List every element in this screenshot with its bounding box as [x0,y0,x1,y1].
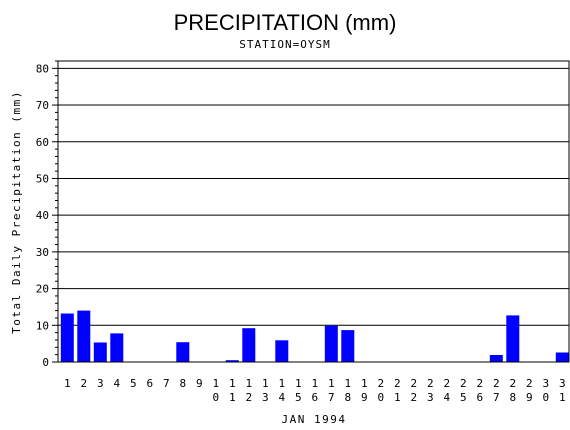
y-tick-label: 40 [36,209,49,222]
y-axis-ticks: 0 10 20 30 40 50 60 70 80 [36,60,58,369]
x-tick-label: 3 [97,377,104,390]
y-tick-label: 30 [36,246,49,259]
bar-day-28 [506,315,520,362]
chart-title: PRECIPITATION (mm) [174,10,397,35]
x-tick-label: 9 [196,377,203,390]
y-tick-label: 70 [36,99,49,112]
y-tick-label: 60 [36,136,49,149]
bar-day-17 [324,325,338,362]
y-tick-label: 10 [36,319,49,332]
bar-day-2 [77,310,91,362]
bar-day-18 [341,330,355,362]
chart-subtitle: STATION=OYSM [239,38,330,51]
bar-day-8 [176,342,190,362]
y-axis-label: Total Daily Precipitation (mm) [10,90,23,334]
x-tick-label: 7 [163,377,170,390]
bar-day-12 [242,328,256,362]
bar-day-1 [60,313,74,362]
bar-day-14 [275,340,289,362]
bar-day-27 [489,355,503,362]
x-tick-label: 2 [80,377,87,390]
bars [60,310,569,362]
bar-day-31 [555,352,569,362]
y-tick-label: 0 [42,356,49,369]
y-tick-label: 50 [36,172,49,185]
y-tick-label: 80 [36,62,49,75]
x-tick-label: 8 [179,377,186,390]
bar-day-3 [93,342,107,362]
bar-day-11 [225,360,239,362]
y-tick-label: 20 [36,283,49,296]
x-tick-label: 4 [113,377,120,390]
x-tick-label: 1 [64,377,71,390]
x-axis-ticks: 1 2 3 4 5 6 7 8 9 1 01 11 21 31 41 51 61 71 81 92 02 12 22 32 42… [64,377,566,404]
x-tick-label: 5 [130,377,137,390]
x-tick-label: 6 [146,377,153,390]
x-axis-label: JAN 1994 [282,413,347,426]
bar-day-4 [110,333,124,362]
plot-frame [57,60,570,363]
grid-lines [58,67,569,326]
